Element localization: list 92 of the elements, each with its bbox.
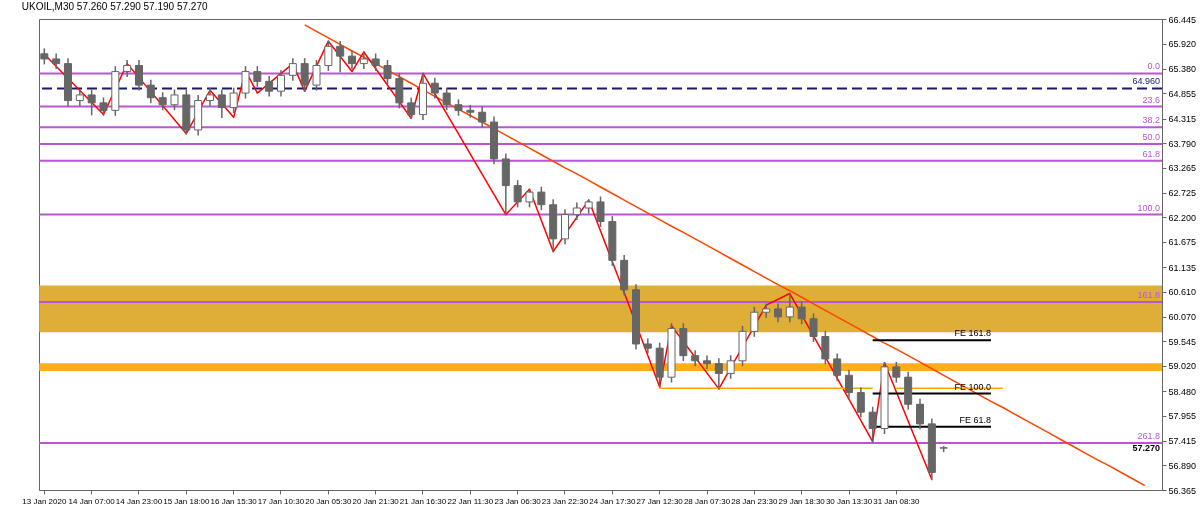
candlestick: [809, 313, 818, 342]
x-tick-label: 31 Jan 08:30: [873, 496, 921, 506]
x-tick-label: 22 Jan 11:30: [447, 496, 494, 506]
annotation: 50.0: [1142, 131, 1160, 142]
candlestick: [856, 387, 865, 418]
x-tick-label: 23 Jan 06:30: [494, 496, 542, 506]
candlestick: [253, 66, 262, 87]
candlestick: [324, 40, 333, 71]
y-tick-label: 56.890: [1168, 460, 1197, 471]
candlestick: [265, 75, 274, 97]
x-tick-label: 20 Jan 05:30: [305, 496, 353, 506]
x-tick-label: 14 Jan 07:00: [68, 496, 116, 506]
candlestick: [643, 338, 652, 354]
candlestick: [383, 60, 392, 84]
x-tick-label: 28 Jan 23:30: [731, 496, 779, 506]
candlestick: [797, 301, 806, 325]
x-tick-label: 20 Jan 21:30: [352, 496, 400, 506]
candlestick: [134, 60, 143, 91]
candlestick: [300, 58, 309, 92]
candlestick: [762, 303, 771, 318]
y-tick-label: 60.610: [1168, 287, 1197, 298]
candlestick: [714, 358, 723, 390]
x-tick-label: 14 Jan 23:00: [115, 496, 163, 506]
ref-line-label: 64.960: [1132, 76, 1160, 87]
annotation: 38.2: [1142, 115, 1160, 126]
y-tick-label: 63.265: [1168, 163, 1197, 174]
candlestick: [596, 196, 605, 227]
candlestick: [691, 350, 700, 367]
x-tick-label: 23 Jan 22:30: [541, 496, 589, 506]
candlestick: [229, 87, 238, 113]
candlestick: [407, 97, 416, 120]
y-tick-label: 61.135: [1168, 262, 1197, 273]
series-label: FE 61.8: [959, 414, 992, 425]
y-tick-label: 62.725: [1168, 188, 1197, 199]
candlestick: [146, 79, 155, 104]
candlestick: [513, 180, 522, 208]
candlestick: [442, 87, 451, 111]
candlestick: [833, 353, 842, 381]
x-tick-label: 29 Jan 18:30: [778, 496, 826, 506]
candlestick: [241, 66, 250, 99]
annotation: 61.8: [1142, 148, 1160, 159]
y-tick-label: 63.790: [1168, 138, 1197, 149]
candlestick: [430, 77, 439, 99]
annotation: 161.8: [1137, 289, 1160, 300]
y-tick-label: 65.380: [1168, 64, 1197, 75]
candlestick: [336, 40, 345, 73]
x-tick-label: 17 Jan 10:30: [257, 496, 305, 506]
annotation: 0.0: [1147, 61, 1160, 72]
chart-title: UKOIL,M30 57.260 57.290 57.190 57.270: [21, 1, 208, 12]
candlestick: [750, 306, 759, 337]
candlestick: [288, 58, 297, 81]
candlestick: [478, 106, 487, 128]
candlestick: [726, 355, 735, 379]
candlestick: [87, 89, 96, 116]
x-tick-label: 16 Jan 15:30: [210, 496, 258, 506]
y-tick-label: 61.675: [1168, 237, 1197, 248]
candlestick: [785, 292, 794, 323]
x-tick-label: 15 Jan 18:00: [163, 496, 211, 506]
annotation: 261.8: [1137, 431, 1160, 442]
candlestick: [703, 355, 711, 370]
candlestick: [277, 69, 285, 97]
y-tick-label: 56.365: [1168, 485, 1197, 496]
x-tick-label: 27 Jan 12:30: [636, 496, 684, 506]
y-tick-label: 58.480: [1168, 386, 1197, 397]
y-tick-label: 66.445: [1168, 14, 1197, 25]
x-tick-label: 30 Jan 13:30: [825, 496, 873, 506]
annotation: 57.270: [1132, 442, 1160, 453]
candlestick: [312, 60, 321, 91]
candlestick: [916, 398, 924, 430]
y-tick-label: 65.920: [1168, 39, 1197, 50]
y-tick-label: 60.070: [1168, 312, 1197, 323]
candlestick: [845, 369, 853, 398]
x-tick-label: 24 Jan 17:30: [589, 496, 637, 506]
annotation: 100.0: [1137, 202, 1160, 213]
candlestick: [359, 51, 368, 70]
y-tick-label: 62.200: [1168, 212, 1197, 223]
y-tick-label: 64.315: [1168, 114, 1197, 125]
candlestick: [217, 89, 226, 119]
annotation: 23.6: [1142, 94, 1160, 105]
candlestick: [537, 186, 546, 211]
candlestick: [868, 406, 877, 443]
y-tick-label: 57.415: [1168, 436, 1197, 447]
candlestick: [821, 331, 830, 365]
candlestick: [892, 361, 901, 383]
x-tick-label: 21 Jan 16:30: [399, 496, 447, 506]
y-tick-label: 59.020: [1168, 361, 1197, 372]
candlestick: [170, 89, 179, 111]
y-tick-label: 64.855: [1168, 88, 1197, 99]
x-tick-label: 28 Jan 07:30: [683, 496, 731, 506]
x-tick-label: 13 Jan 2020: [22, 496, 67, 506]
y-tick-label: 59.545: [1168, 336, 1197, 347]
y-tick-label: 57.955: [1168, 411, 1197, 422]
